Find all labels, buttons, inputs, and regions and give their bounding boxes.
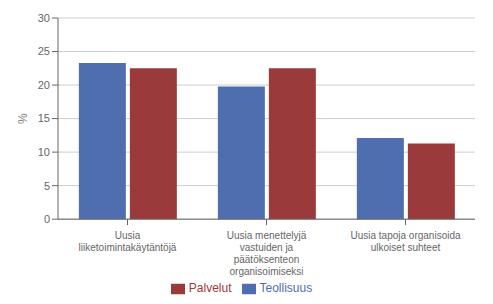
svg-text:0: 0 (44, 213, 50, 225)
html-text:Teollisuus: Teollisuus (259, 281, 313, 296)
svg-text:30: 30 (38, 12, 50, 24)
svg-text:Uusia tapoja organisoidaulkois: Uusia tapoja organisoidaulkoiset suhteet (350, 230, 461, 253)
svg-text:%: % (16, 113, 30, 124)
svg-text:15: 15 (38, 112, 50, 124)
svg-text:20: 20 (38, 79, 50, 91)
svg-text:Uusialiiketoimintakäytäntöjä: Uusialiiketoimintakäytäntöjä (79, 230, 177, 253)
svg-text:10: 10 (38, 146, 50, 158)
html-text:Palvelut: Palvelut (188, 281, 232, 296)
svg-text:Uusia menettelyjävastuiden jap: Uusia menettelyjävastuiden japäätöksente… (227, 230, 307, 277)
svg-text:25: 25 (38, 45, 50, 57)
svg-text:5: 5 (44, 180, 50, 192)
